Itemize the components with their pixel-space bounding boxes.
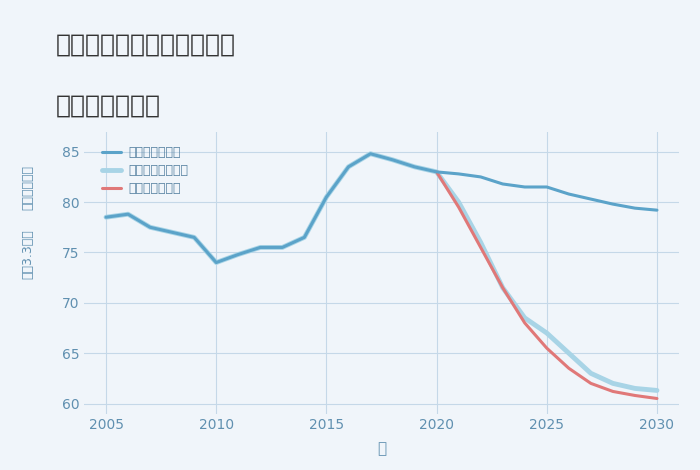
ノーマルシナリオ	[300, 235, 309, 240]
グッドシナリオ	[256, 244, 265, 250]
ノーマルシナリオ	[477, 240, 485, 245]
ノーマルシナリオ	[124, 212, 132, 217]
グッドシナリオ	[344, 164, 353, 170]
ノーマルシナリオ	[256, 244, 265, 250]
Text: 単価（万円）: 単価（万円）	[22, 165, 34, 211]
ノーマルシナリオ	[322, 194, 330, 200]
ノーマルシナリオ	[146, 225, 154, 230]
ノーマルシナリオ	[344, 164, 353, 170]
グッドシナリオ	[454, 171, 463, 177]
グッドシナリオ	[565, 191, 573, 197]
Text: 兵庫県西宮市今津二葉町の: 兵庫県西宮市今津二葉町の	[56, 33, 236, 57]
グッドシナリオ	[366, 151, 375, 157]
バッドシナリオ	[542, 345, 551, 351]
ノーマルシナリオ	[168, 229, 176, 235]
グッドシナリオ	[653, 207, 662, 213]
バッドシナリオ	[454, 204, 463, 210]
ノーマルシナリオ	[653, 388, 662, 393]
ノーマルシナリオ	[102, 214, 110, 220]
Line: グッドシナリオ: グッドシナリオ	[106, 154, 657, 263]
グッドシナリオ	[234, 251, 242, 257]
ノーマルシナリオ	[498, 285, 507, 290]
ノーマルシナリオ	[565, 350, 573, 356]
ノーマルシナリオ	[521, 315, 529, 321]
Legend: グッドシナリオ, ノーマルシナリオ, バッドシナリオ: グッドシナリオ, ノーマルシナリオ, バッドシナリオ	[102, 146, 188, 196]
グッドシナリオ	[410, 164, 419, 170]
バッドシナリオ	[521, 320, 529, 326]
グッドシナリオ	[212, 260, 220, 266]
グッドシナリオ	[498, 181, 507, 187]
グッドシナリオ	[146, 225, 154, 230]
ノーマルシナリオ	[366, 151, 375, 157]
グッドシナリオ	[521, 184, 529, 190]
Line: バッドシナリオ: バッドシナリオ	[437, 172, 657, 399]
Line: ノーマルシナリオ: ノーマルシナリオ	[106, 154, 657, 391]
グッドシナリオ	[542, 184, 551, 190]
グッドシナリオ	[278, 244, 286, 250]
ノーマルシナリオ	[542, 330, 551, 336]
ノーマルシナリオ	[278, 244, 286, 250]
グッドシナリオ	[190, 235, 198, 240]
バッドシナリオ	[565, 366, 573, 371]
ノーマルシナリオ	[212, 260, 220, 266]
バッドシナリオ	[653, 396, 662, 401]
グッドシナリオ	[168, 229, 176, 235]
ノーマルシナリオ	[454, 199, 463, 205]
グッドシナリオ	[631, 205, 639, 211]
グッドシナリオ	[300, 235, 309, 240]
ノーマルシナリオ	[190, 235, 198, 240]
ノーマルシナリオ	[410, 164, 419, 170]
ノーマルシナリオ	[609, 381, 617, 386]
ノーマルシナリオ	[587, 370, 595, 376]
グッドシナリオ	[389, 157, 397, 163]
グッドシナリオ	[477, 174, 485, 180]
グッドシナリオ	[102, 214, 110, 220]
バッドシナリオ	[631, 392, 639, 398]
バッドシナリオ	[433, 169, 441, 175]
X-axis label: 年: 年	[377, 441, 386, 456]
バッドシナリオ	[477, 244, 485, 250]
ノーマルシナリオ	[433, 169, 441, 175]
ノーマルシナリオ	[389, 157, 397, 163]
バッドシナリオ	[587, 381, 595, 386]
ノーマルシナリオ	[631, 385, 639, 391]
Text: 平（3.3㎡）: 平（3.3㎡）	[22, 229, 34, 279]
グッドシナリオ	[124, 212, 132, 217]
バッドシナリオ	[609, 389, 617, 394]
グッドシナリオ	[587, 196, 595, 202]
グッドシナリオ	[609, 201, 617, 207]
バッドシナリオ	[498, 285, 507, 290]
Text: 土地の価格推移: 土地の価格推移	[56, 94, 161, 118]
グッドシナリオ	[433, 169, 441, 175]
グッドシナリオ	[322, 194, 330, 200]
ノーマルシナリオ	[234, 251, 242, 257]
